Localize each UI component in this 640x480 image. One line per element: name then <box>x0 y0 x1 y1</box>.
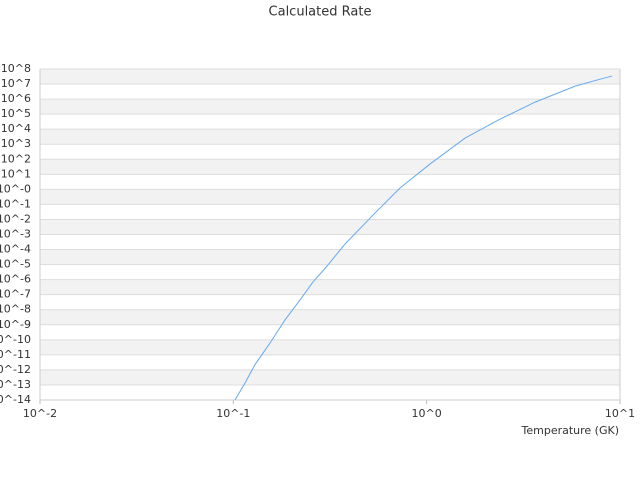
y-tick-label: 10^-3 <box>0 228 31 241</box>
grid-band <box>40 84 620 100</box>
grid-band <box>40 279 620 295</box>
y-tick-label: 10^5 <box>1 107 31 120</box>
grid-band <box>40 114 620 130</box>
grid-band <box>40 324 620 340</box>
y-tick-label: 10^-14 <box>0 393 31 406</box>
y-tick-label: 10^2 <box>1 152 31 165</box>
grid-band <box>40 384 620 400</box>
y-tick-label: 10^-0 <box>0 182 31 195</box>
y-tick-label: 10^-9 <box>0 318 31 331</box>
grid-band <box>40 339 620 355</box>
y-tick-label: 10^-12 <box>0 363 31 376</box>
y-tick-label: 10^1 <box>1 167 31 180</box>
x-tick-label: 10^-2 <box>23 407 57 420</box>
grid-band <box>40 249 620 265</box>
y-tick-label: 10^8 <box>1 62 31 75</box>
grid-band <box>40 159 620 175</box>
y-tick-label: 10^7 <box>1 77 31 90</box>
grid-band <box>40 219 620 235</box>
grid-band <box>40 234 620 250</box>
grid-band <box>40 369 620 385</box>
y-tick-label: 10^6 <box>1 92 31 105</box>
y-tick-label: 10^-2 <box>0 212 31 225</box>
y-tick-label: 10^4 <box>1 122 31 135</box>
y-tick-label: 10^3 <box>1 137 31 150</box>
grid-band <box>40 99 620 115</box>
grid-band <box>40 129 620 145</box>
x-tick-label: 10^0 <box>412 407 442 420</box>
y-tick-label: 10^-7 <box>0 288 31 301</box>
x-axis-label: Temperature (GK) <box>521 424 620 437</box>
y-tick-label: 10^-10 <box>0 333 31 346</box>
chart-title: Calculated Rate <box>269 5 372 20</box>
grid-band <box>40 174 620 190</box>
grid-band <box>40 204 620 220</box>
grid-band <box>40 354 620 370</box>
grid-band <box>40 309 620 325</box>
grid-band <box>40 189 620 205</box>
y-tick-label: 10^-13 <box>0 378 31 391</box>
y-tick-label: 10^-1 <box>0 197 31 210</box>
y-tick-label: 10^-6 <box>0 273 31 286</box>
grid-band <box>40 69 620 85</box>
y-tick-label: 10^-4 <box>0 243 31 256</box>
grid-band <box>40 294 620 310</box>
y-tick-label: 10^-5 <box>0 258 31 271</box>
y-tick-label: 10^-11 <box>0 348 31 361</box>
x-tick-label: 10^-1 <box>216 407 250 420</box>
y-tick-label: 10^-8 <box>0 303 31 316</box>
x-tick-label: 10^1 <box>605 407 635 420</box>
data-line <box>234 75 613 401</box>
grid-band <box>40 144 620 160</box>
grid-band <box>40 264 620 280</box>
